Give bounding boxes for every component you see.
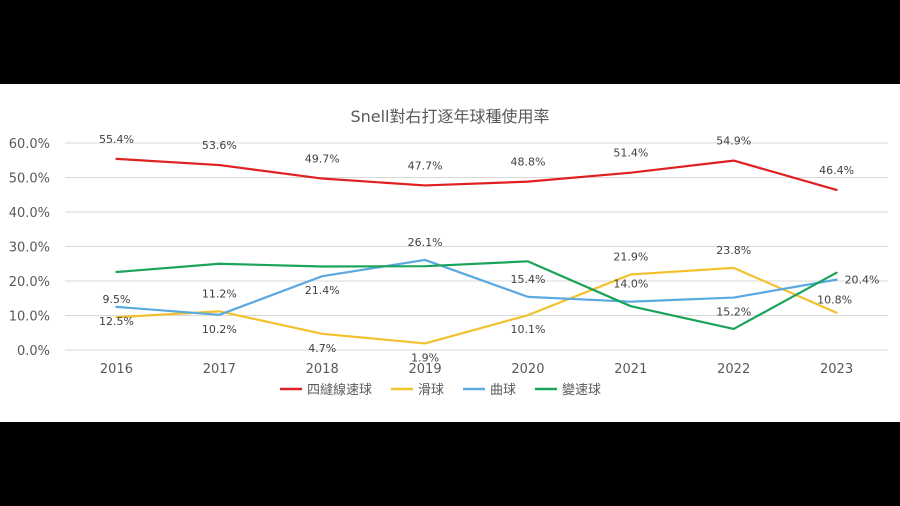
y-tick-label: 10.0%	[9, 310, 50, 325]
data-label: 9.5%	[102, 293, 130, 306]
legend-label-4: 變速球	[562, 382, 601, 398]
data-label: 49.7%	[305, 153, 340, 166]
x-tick-label: 2022	[717, 362, 750, 377]
y-tick-label: 0.0%	[17, 344, 50, 359]
data-label: 53.6%	[202, 139, 237, 152]
legend: 四縫線速球 滑球 曲球 變速球	[280, 382, 601, 398]
series-line-1	[115, 157, 838, 192]
series-line-4	[115, 260, 838, 331]
gridlines	[65, 142, 888, 351]
legend-label-2: 滑球	[418, 383, 444, 398]
data-labels: 55.4% 53.6% 49.7% 47.7% 48.8% 51.4% 54.9% 46.4%…	[99, 133, 880, 365]
data-label: 15.4%	[510, 273, 545, 286]
series-line-3	[115, 258, 838, 316]
data-label: 10.2%	[202, 323, 237, 336]
chart-container: Snell對右打逐年球種使用率 0.0% 10.0% 20.0% 30.0% 40.0%…	[0, 84, 900, 422]
data-label: 20.4%	[845, 274, 880, 287]
data-label: 48.8%	[510, 156, 545, 169]
data-label: 14.0%	[613, 278, 648, 291]
data-label: 26.1%	[408, 236, 443, 249]
y-tick-label: 60.0%	[9, 137, 50, 152]
x-tick-label: 2019	[409, 362, 442, 377]
series-line-2	[115, 266, 838, 345]
data-label: 10.8%	[817, 294, 852, 307]
data-label: 23.8%	[716, 244, 751, 257]
legend-label-3: 曲球	[490, 383, 516, 398]
series-lines	[115, 157, 838, 345]
y-axis-ticks: 0.0% 10.0% 20.0% 30.0% 40.0% 50.0% 60.0%	[9, 137, 50, 359]
x-tick-label: 2017	[203, 362, 236, 377]
x-tick-label: 2018	[306, 362, 339, 377]
data-label: 10.1%	[510, 323, 545, 336]
x-tick-label: 2020	[511, 362, 544, 377]
data-label: 51.4%	[613, 147, 648, 160]
y-tick-label: 20.0%	[9, 275, 50, 290]
x-tick-label: 2023	[820, 362, 853, 377]
data-label: 55.4%	[99, 133, 134, 146]
y-tick-label: 30.0%	[9, 241, 50, 256]
data-label: 46.4%	[819, 164, 854, 177]
legend-label-1: 四縫線速球	[307, 382, 372, 398]
x-axis-ticks: 2016 2017 2018 2019 2020 2021 2022 2023	[100, 362, 853, 377]
data-label: 54.9%	[716, 135, 751, 148]
y-tick-label: 50.0%	[9, 172, 50, 187]
chart-title: Snell對右打逐年球種使用率	[350, 107, 549, 126]
x-tick-label: 2021	[614, 362, 647, 377]
data-label: 15.2%	[716, 306, 751, 319]
data-label: 47.7%	[408, 159, 443, 172]
x-tick-label: 2016	[100, 362, 133, 377]
line-chart: Snell對右打逐年球種使用率 0.0% 10.0% 20.0% 30.0% 40.0%…	[9, 107, 888, 398]
data-label: 4.7%	[308, 342, 336, 355]
y-tick-label: 40.0%	[9, 206, 50, 221]
data-label: 21.9%	[613, 250, 648, 263]
data-label: 1.9%	[411, 351, 439, 364]
data-label: 21.4%	[305, 284, 340, 297]
data-label: 11.2%	[202, 287, 237, 300]
data-label: 12.5%	[99, 315, 134, 328]
